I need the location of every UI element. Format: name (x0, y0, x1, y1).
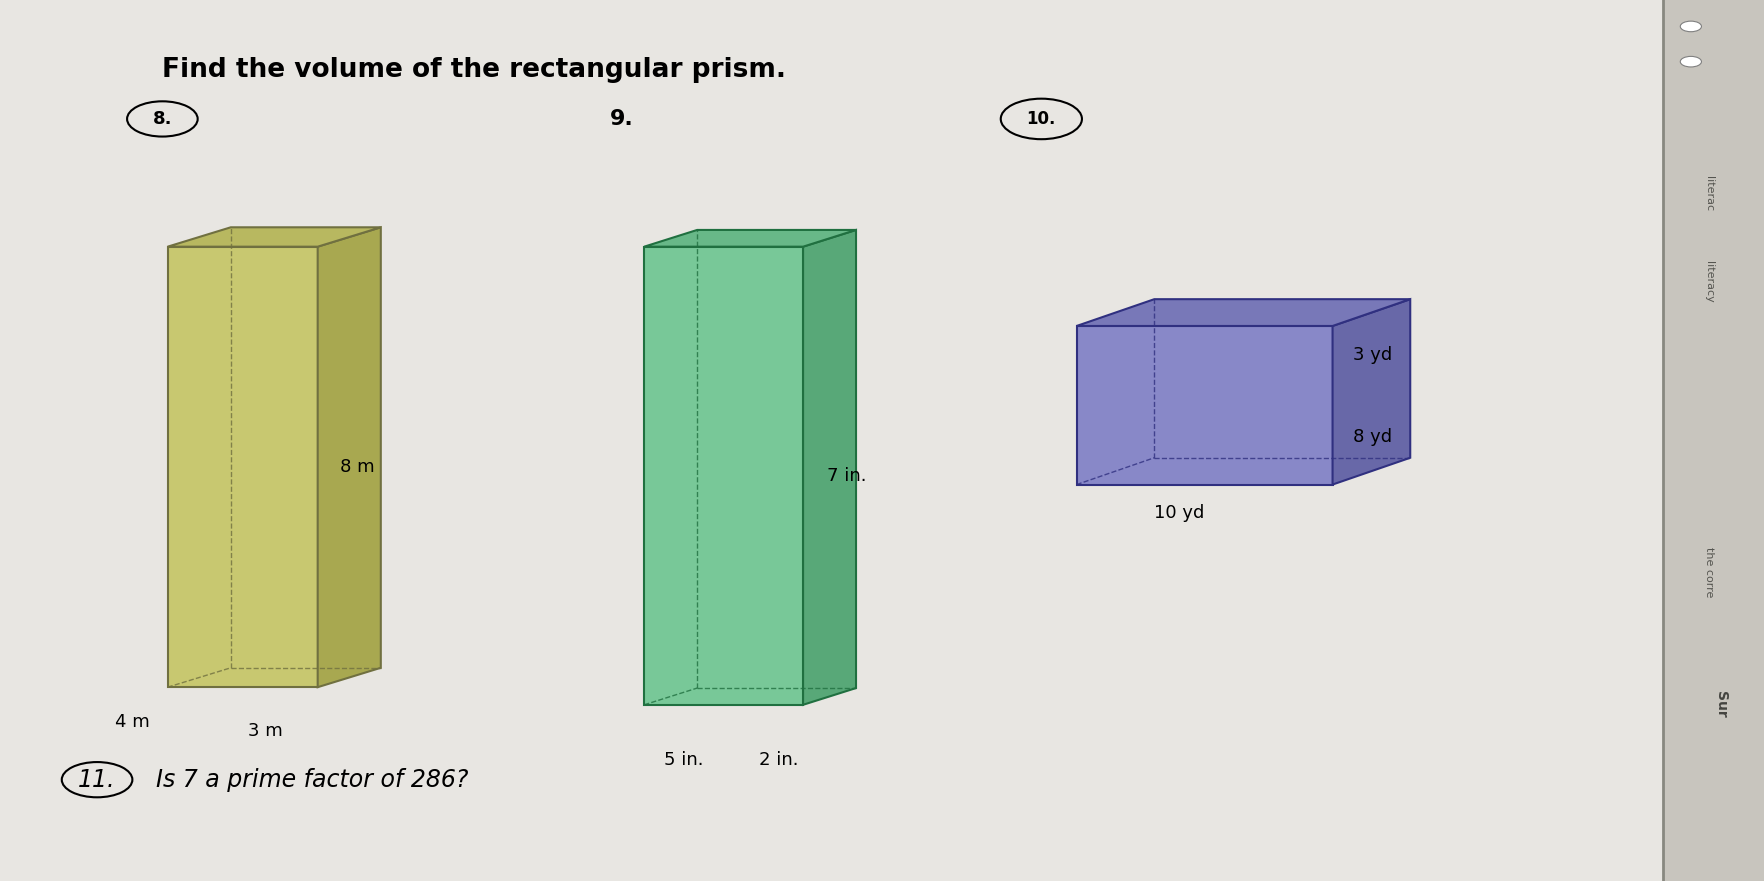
Circle shape (1679, 56, 1700, 67)
Text: 2 in.: 2 in. (759, 751, 799, 769)
Text: 4 m: 4 m (115, 714, 150, 731)
Text: 7 in.: 7 in. (826, 467, 866, 485)
Polygon shape (318, 227, 381, 687)
Text: 5 in.: 5 in. (663, 751, 704, 769)
Text: Sur: Sur (1713, 692, 1727, 718)
Text: Is 7 a prime factor of 286?: Is 7 a prime factor of 286? (141, 767, 467, 792)
Text: 11.: 11. (78, 767, 116, 792)
Text: literac: literac (1702, 176, 1713, 211)
Circle shape (1679, 21, 1700, 32)
Polygon shape (1332, 300, 1409, 485)
Text: the corre: the corre (1702, 547, 1713, 598)
Polygon shape (1076, 326, 1332, 485)
Polygon shape (168, 247, 318, 687)
Text: 10.: 10. (1027, 110, 1055, 128)
Text: 3 m: 3 m (247, 722, 282, 740)
Text: 8 m: 8 m (340, 458, 374, 476)
Text: 3 yd: 3 yd (1353, 345, 1392, 364)
Text: 8.: 8. (152, 110, 173, 128)
Text: Find the volume of the rectangular prism.: Find the volume of the rectangular prism… (162, 57, 787, 84)
Text: 8 yd: 8 yd (1353, 428, 1392, 446)
Bar (1662, 0, 1764, 881)
Polygon shape (644, 247, 803, 705)
Polygon shape (1076, 300, 1409, 326)
Polygon shape (803, 230, 856, 705)
Text: 9.: 9. (609, 109, 633, 129)
Polygon shape (644, 230, 856, 247)
Text: literacy: literacy (1702, 261, 1713, 303)
Polygon shape (168, 227, 381, 247)
Text: 10 yd: 10 yd (1154, 504, 1203, 522)
